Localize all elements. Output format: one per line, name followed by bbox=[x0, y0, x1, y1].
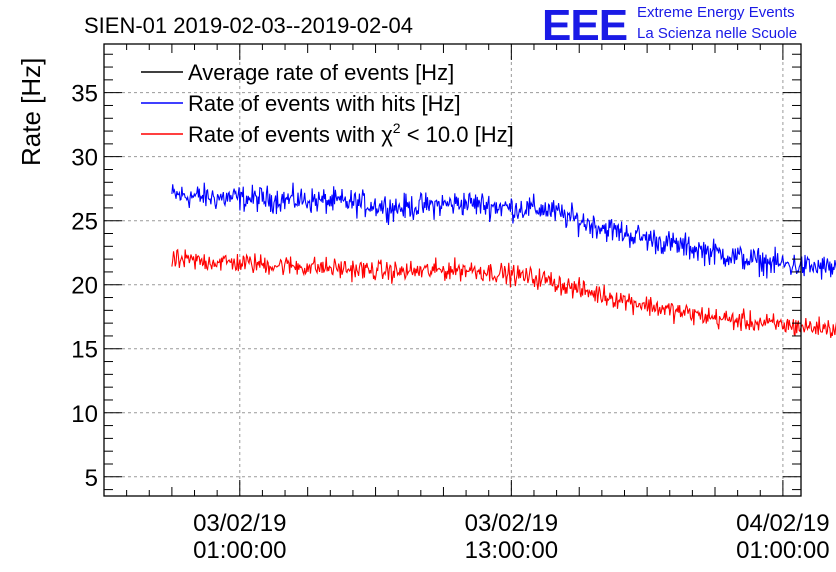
legend-label-chi2-prefix: Rate of events with bbox=[188, 122, 381, 147]
series-line-2 bbox=[171, 248, 836, 338]
legend-label-chi2-superscript: 2 bbox=[393, 120, 401, 136]
y-tick-label: 15 bbox=[71, 337, 98, 364]
tick-labels: 510152025303503/02/1901:00:0003/02/1913:… bbox=[71, 81, 829, 564]
y-tick-label: 30 bbox=[71, 145, 98, 172]
x-tick-label-date: 03/02/19 bbox=[465, 510, 558, 537]
legend-item-average: Average rate of events [Hz] bbox=[141, 60, 454, 85]
y-tick-label: 35 bbox=[71, 81, 98, 108]
chart-title: SIEN-01 2019-02-03--2019-02-04 bbox=[84, 13, 413, 38]
legend-label-chi2: Rate of events with χ2 < 10.0 [Hz] bbox=[188, 120, 514, 147]
series-line-1 bbox=[171, 182, 836, 280]
y-tick-label: 10 bbox=[71, 401, 98, 428]
x-tick-label-date: 03/02/19 bbox=[193, 510, 286, 537]
eee-logo-mark: EEE bbox=[542, 1, 627, 50]
legend-label-hits: Rate of events with hits [Hz] bbox=[188, 91, 461, 116]
x-tick-label-date: 04/02/19 bbox=[736, 510, 829, 537]
eee-logo-line1: Extreme Energy Events bbox=[637, 4, 795, 21]
legend-label-average: Average rate of events [Hz] bbox=[188, 60, 454, 85]
eee-logo-line2: La Scienza nelle Scuole bbox=[637, 25, 797, 42]
legend-label-chi2-suffix: < 10.0 [Hz] bbox=[401, 122, 514, 147]
y-tick-label: 20 bbox=[71, 273, 98, 300]
legend-item-chi2: Rate of events with χ2 < 10.0 [Hz] bbox=[141, 120, 514, 147]
y-tick-label: 5 bbox=[85, 465, 98, 492]
legend-item-hits: Rate of events with hits [Hz] bbox=[141, 91, 461, 116]
eee-logo: EEE Extreme Energy Events La Scienza nel… bbox=[542, 1, 797, 50]
plot-frame bbox=[103, 43, 802, 497]
legend: Average rate of events [Hz] Rate of even… bbox=[141, 60, 514, 147]
legend-label-chi2-symbol: χ bbox=[381, 122, 393, 147]
x-tick-label-time: 01:00:00 bbox=[736, 537, 829, 564]
y-tick-label: 25 bbox=[71, 209, 98, 236]
axis-ticks bbox=[103, 44, 801, 496]
x-tick-label-time: 01:00:00 bbox=[193, 537, 286, 564]
x-tick-label-time: 13:00:00 bbox=[465, 537, 558, 564]
y-axis-label: Rate [Hz] bbox=[16, 58, 46, 166]
gridlines bbox=[104, 44, 801, 496]
data-series bbox=[171, 182, 836, 338]
